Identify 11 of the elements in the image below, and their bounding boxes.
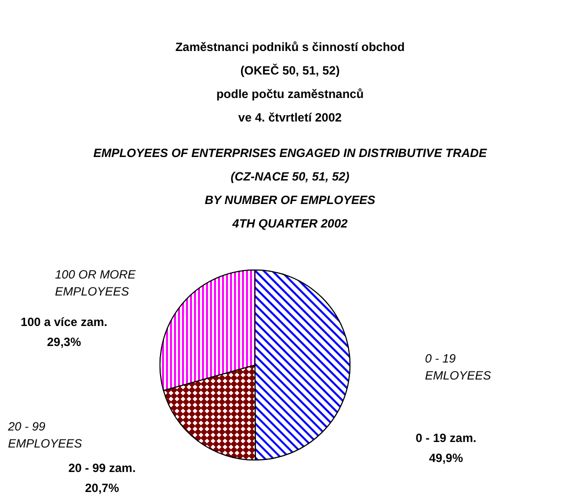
slice-label: 100 a více zam. (20, 315, 108, 329)
text: 20 - 99 EMPLOYEES (7, 420, 82, 450)
chart-subtitle: EMPLOYEES OF ENTERPRISES ENGAGED IN DISTRIBUTIVE TRADE (CZ-NACE 50, 51, 52) BY NUMBER OF EMPLOYEES 4TH QUARTER 2002 (93, 146, 488, 230)
data-label: 29,3% (46, 335, 82, 349)
slice-label: 20 - 99 zam. (68, 461, 136, 475)
text: 0 - 19 EMLOYEES (425, 352, 492, 382)
data-label: 20,7% (84, 481, 120, 495)
data-label: 49,9% (428, 451, 464, 465)
chart-title: Zaměstnanci podniků s činností obchod (OKEČ 50, 51, 52) podle počtu zaměstnanců ve 4. čtvrtletí 2002 (175, 40, 405, 124)
slice-label: 0 - 19 zam. (416, 431, 476, 445)
text: 100 OR MORE EMPLOYEES (55, 268, 137, 298)
